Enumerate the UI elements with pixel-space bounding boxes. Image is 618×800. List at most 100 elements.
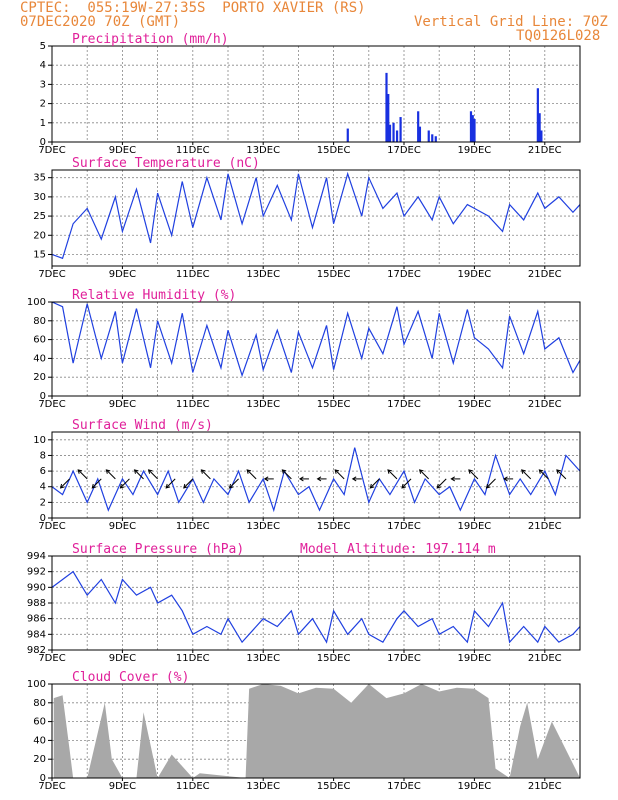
y-tick-label: 1 [40,118,46,129]
y-tick-label: 80 [33,698,46,709]
y-tick-label: 8 [40,450,46,461]
wind-vector [419,469,429,480]
x-tick-label: 7DEC [38,145,65,156]
y-tick-label: 988 [27,598,46,609]
x-tick-label: 21DEC [528,521,562,532]
x-tick-label: 7DEC [38,521,65,532]
y-tick-label: 35 [33,173,46,184]
x-tick-label: 15DEC [317,399,351,410]
x-tick-label: 7DEC [38,399,65,410]
wind-arrowhead [246,469,252,474]
y-tick-label: 0 [40,773,46,784]
y-tick-label: 20 [33,754,46,765]
x-tick-label: 19DEC [458,399,492,410]
precip-bar [346,128,349,142]
x-tick-label: 9DEC [109,269,136,280]
wind-arrowhead [351,476,357,482]
y-tick-label: 3 [40,79,46,90]
x-tick-label: 19DEC [458,145,492,156]
wind-vector [120,478,130,489]
y-tick-label: 100 [27,297,46,308]
panel-frame [51,555,581,651]
panel-frame [51,683,581,779]
x-tick-label: 17DEC [387,781,421,792]
wind-arrowhead [119,483,125,489]
precip-bar [392,122,395,142]
wind-arrowhead [401,483,407,489]
precip-bar [385,72,388,142]
wind-arrowhead [450,476,456,482]
y-tick-label: 40 [33,735,46,746]
wind-arrowhead [200,469,206,474]
wind-vector [229,478,239,489]
wind-arrowhead [147,469,153,474]
x-tick-label: 7DEC [38,269,65,280]
y-tick-label: 80 [33,316,46,327]
x-tick-label: 13DEC [246,399,280,410]
y-tick-label: 0 [40,513,46,524]
x-tick-label: 11DEC [176,653,210,664]
y-tick-label: 10 [33,435,46,446]
x-tick-label: 21DEC [528,653,562,664]
wind-arrowhead [387,469,392,474]
wind-arrowhead [105,469,111,474]
panel-title: Surface Wind (m/s) [72,418,213,433]
panel-title: Precipitation (mm/h) [72,32,229,47]
precip-bar [540,130,543,142]
y-tick-label: 40 [33,353,46,364]
wind-vector [106,469,116,480]
wind-vector [183,478,194,489]
x-tick-label: 21DEC [528,399,562,410]
precip-bar [434,136,437,142]
panel-title: Cloud Cover (%) [72,670,189,685]
x-tick-label: 7DEC [38,653,65,664]
wind-vector [246,469,257,480]
x-tick-label: 17DEC [387,521,421,532]
y-tick-label: 60 [33,335,46,346]
y-tick-label: 4 [40,60,46,71]
wind-vector [282,469,292,480]
x-tick-label: 7DEC [38,781,65,792]
panel-title: Relative Humidity (%) [72,288,236,303]
wind-arrowhead [263,476,269,482]
x-tick-label: 13DEC [246,269,280,280]
y-tick-label: 2 [40,99,46,110]
x-tick-label: 21DEC [528,781,562,792]
wind-arrowhead [183,483,188,489]
wind-arrowhead [316,476,322,482]
x-tick-label: 9DEC [109,653,136,664]
wind-vector [201,469,211,480]
wind-vector [401,478,412,489]
y-tick-label: 992 [27,567,46,578]
wind-vector [370,478,380,489]
x-tick-label: 17DEC [387,399,421,410]
panel-title: Surface Temperature (nC) [72,156,260,171]
y-tick-label: 15 [33,249,46,260]
panel-frame [51,169,581,267]
x-tick-label: 17DEC [387,145,421,156]
y-tick-label: 5 [40,41,46,52]
x-tick-label: 17DEC [387,653,421,664]
x-tick-label: 11DEC [176,269,210,280]
y-tick-label: 20 [33,372,46,383]
precip-bar [417,111,420,142]
y-tick-label: 986 [27,614,46,625]
x-tick-label: 19DEC [458,521,492,532]
y-tick-label: 100 [27,679,46,690]
precip-bar [387,94,390,142]
x-tick-label: 13DEC [246,781,280,792]
x-tick-label: 9DEC [109,521,136,532]
wind-vector [387,469,398,480]
wind-arrowhead [281,469,287,474]
x-tick-label: 9DEC [109,399,136,410]
header-station: CPTEC: 055:19W-27:35S PORTO XAVIER (RS) [20,0,366,16]
wind-arrowhead [133,469,139,474]
x-tick-label: 13DEC [246,521,280,532]
x-tick-label: 19DEC [458,653,492,664]
series-line [51,447,581,513]
panel-title: Surface Pressure (hPa) [72,542,244,557]
wind-arrowhead [165,483,171,489]
precip-bar [399,117,402,142]
wind-arrowhead [334,469,340,474]
